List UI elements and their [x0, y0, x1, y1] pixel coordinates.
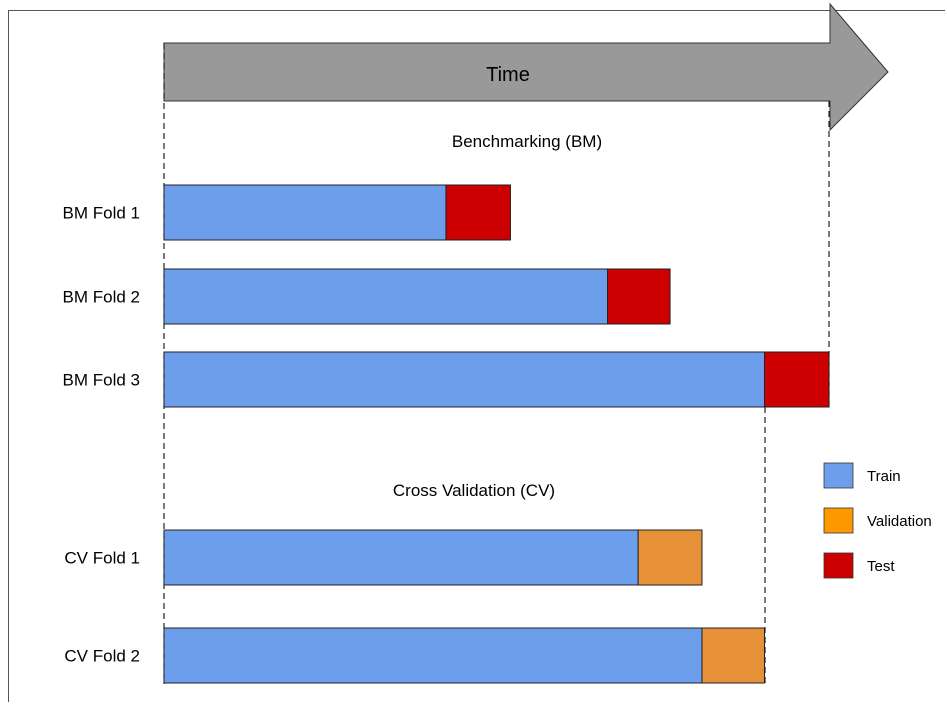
fold-label: BM Fold 1	[63, 204, 140, 223]
test-segment	[445, 184, 511, 241]
fold-label: CV Fold 2	[64, 647, 140, 666]
fold-label: BM Fold 3	[63, 371, 140, 390]
benchmarking-title: Benchmarking (BM)	[452, 132, 602, 151]
time-arrow	[163, 2, 889, 132]
legend-swatch-validation	[823, 507, 854, 534]
fold-label: BM Fold 2	[63, 288, 140, 307]
train-segment	[163, 529, 639, 586]
train-segment	[163, 627, 703, 684]
train-segment	[163, 184, 447, 241]
test-segment	[607, 268, 671, 325]
cv-fold: CV Fold 1	[64, 529, 703, 586]
cross-validation-title: Cross Validation (CV)	[393, 481, 555, 500]
legend-label-test: Test	[867, 558, 895, 575]
time-arrow-label: Time	[486, 64, 530, 86]
cv-fold: CV Fold 2	[64, 627, 765, 684]
train-segment	[163, 268, 609, 325]
fold-label: CV Fold 1	[64, 549, 140, 568]
legend-label-validation: Validation	[867, 513, 932, 530]
bm-fold: BM Fold 3	[63, 351, 830, 408]
train-segment	[163, 351, 765, 408]
legend-label-train: Train	[867, 468, 901, 485]
legend-swatch-test	[823, 552, 854, 579]
fold-rows: BM Fold 1 BM Fold 2 BM Fold 3 CV Fold 1 CV F…	[63, 184, 830, 684]
bm-fold: BM Fold 2	[63, 268, 671, 325]
validation-segment	[701, 627, 765, 684]
diagram-frame	[8, 10, 945, 702]
legend: Train Validation Test	[823, 462, 932, 579]
validation-segment	[637, 529, 703, 586]
legend-swatch-train	[823, 462, 854, 489]
test-segment	[763, 351, 830, 408]
bm-fold: BM Fold 1	[63, 184, 511, 241]
